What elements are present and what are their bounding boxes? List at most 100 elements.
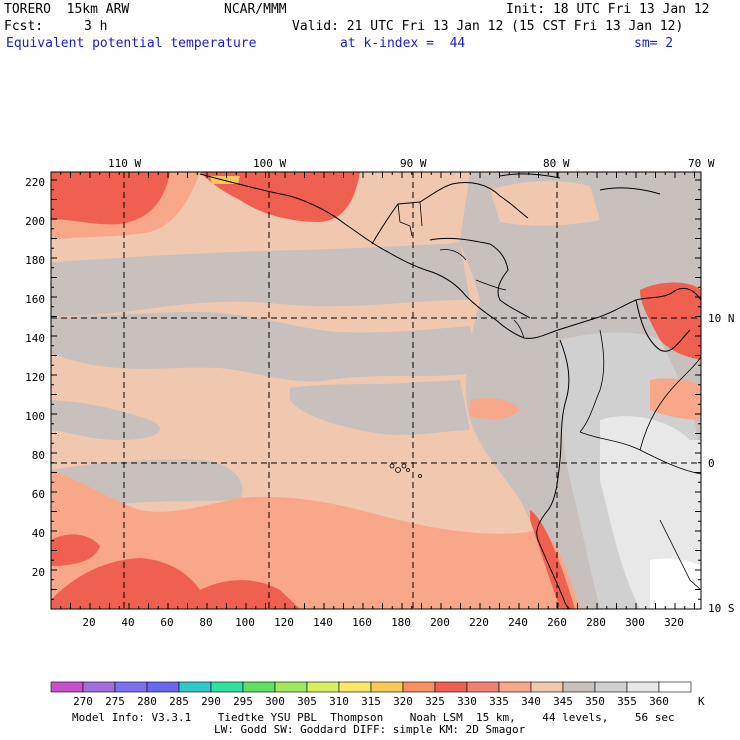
legend-label: 355: [617, 695, 637, 708]
level-info: at k-index = 44: [340, 36, 466, 51]
lon-label-90w: 90 W: [400, 157, 427, 170]
legend-label: 290: [201, 695, 221, 708]
border-mexico-guatemala: [397, 203, 413, 237]
legend-swatch: [82, 681, 116, 693]
field-red-peru-coast: [530, 510, 575, 609]
field-grey-band-central: [51, 312, 480, 382]
x-label-120: 120: [274, 616, 294, 629]
legend-swatch: [274, 681, 308, 693]
legend-swatch: [50, 681, 84, 693]
island-5: [418, 474, 422, 478]
border-peru-brazil: [579, 431, 701, 475]
x-label-160: 160: [352, 616, 372, 629]
y-label-220: 220: [25, 176, 45, 189]
legend-labels: 270 275 280 285 290 295 300 305 310 315 320 325 330 3…: [73, 695, 669, 708]
border-peru-bolivia: [659, 519, 701, 591]
coast-yucatan: [371, 182, 529, 245]
field-grey-patch-west: [51, 400, 160, 440]
x-label-240: 240: [508, 616, 528, 629]
x-label-300: 300: [625, 616, 645, 629]
y-label-140: 140: [25, 332, 45, 345]
x-label-280: 280: [586, 616, 606, 629]
center-name: NCAR/MMM: [224, 2, 287, 17]
legend-swatch: [402, 681, 436, 693]
x-label-100: 100: [235, 616, 255, 629]
legend-swatch: [498, 681, 532, 693]
color-legend: [50, 681, 692, 693]
legend-swatch: [306, 681, 340, 693]
lon-label-100w: 100 W: [253, 157, 286, 170]
legend-label: 270: [73, 695, 93, 708]
y-label-120: 120: [25, 371, 45, 384]
field-white-southeast: [650, 558, 701, 609]
smoothing-info: sm= 2: [634, 36, 674, 51]
field-red-southwest-1: [51, 534, 100, 566]
fcst-value: 3 h: [84, 19, 108, 34]
border-belize: [419, 201, 423, 227]
legend-label: 295: [233, 695, 253, 708]
field-salmon-east: [650, 378, 701, 420]
legend-label: 335: [489, 695, 509, 708]
legend-swatch: [114, 681, 148, 693]
x-label-320: 320: [664, 616, 684, 629]
border-nicaragua: [475, 279, 507, 291]
country-borders: [397, 201, 701, 591]
graticule: [51, 172, 701, 609]
lon-label-110w: 110 W: [108, 157, 141, 170]
border-colombia-brazil: [639, 355, 701, 451]
field-red-northwest: [51, 172, 170, 225]
temperature-field: [51, 172, 701, 609]
legend-label: 340: [521, 695, 541, 708]
coastlines: [199, 173, 701, 609]
x-label-260: 260: [547, 616, 567, 629]
field-red-southwest-2: [51, 558, 300, 609]
legend-label: 285: [169, 695, 189, 708]
border-honduras-elsalvador: [439, 249, 467, 261]
y-label-160: 160: [25, 293, 45, 306]
coast-central-america-pacific: [199, 173, 559, 339]
legend-swatch: [210, 681, 244, 693]
left-grid-labels: 220 200 180 160 140 120 100 80 60 40 20: [25, 176, 45, 579]
init-time: Init: 18 UTC Fri 13 Jan 12: [506, 2, 710, 17]
right-lat-labels: 10 N 0 10 S: [708, 312, 735, 615]
border-costarica-panama: [513, 319, 525, 339]
legend-swatch: [370, 681, 404, 693]
legend-label: 320: [393, 695, 413, 708]
y-label-80: 80: [32, 449, 45, 462]
coast-south-america-west: [536, 339, 571, 609]
legend-swatch: [562, 681, 596, 693]
legend-swatch: [178, 681, 212, 693]
axis-ticks: [50, 172, 701, 610]
x-label-200: 200: [430, 616, 450, 629]
fcst-label: Fcst:: [4, 19, 44, 34]
x-label-80: 80: [199, 616, 212, 629]
legend-label: 310: [329, 695, 349, 708]
coast-cuba: [499, 173, 561, 179]
legend-label: 305: [297, 695, 317, 708]
legend-label: 330: [457, 695, 477, 708]
lon-label-70w: 70 W: [688, 157, 715, 170]
lon-label-80w: 80 W: [543, 157, 570, 170]
legend-swatch: [530, 681, 564, 693]
x-label-220: 220: [469, 616, 489, 629]
legend-swatch: [434, 681, 468, 693]
y-label-200: 200: [25, 215, 45, 228]
island-4: [406, 468, 410, 472]
field-peach-caribbean: [490, 181, 600, 226]
x-label-20: 20: [82, 616, 95, 629]
legend-unit: K: [698, 695, 705, 708]
model-name: TORERO 15km ARW: [4, 2, 130, 17]
y-label-20: 20: [32, 566, 45, 579]
legend-swatch: [626, 681, 660, 693]
legend-swatch: [658, 681, 692, 693]
x-label-60: 60: [160, 616, 173, 629]
coast-hispaniola: [599, 187, 661, 195]
field-grey-patch-mid: [290, 380, 470, 435]
lat-label-10n: 10 N: [708, 312, 735, 325]
field-name: Equivalent potential temperature: [6, 36, 257, 51]
field-grey-band-north: [51, 242, 470, 317]
legend-label: 350: [585, 695, 605, 708]
island-2: [395, 467, 401, 473]
legend-label: 315: [361, 695, 381, 708]
